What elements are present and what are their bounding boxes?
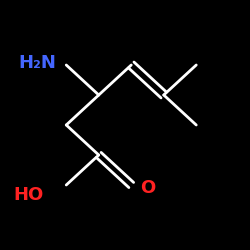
- Text: O: O: [140, 179, 155, 197]
- Text: H₂N: H₂N: [19, 54, 57, 72]
- Text: HO: HO: [14, 186, 44, 204]
